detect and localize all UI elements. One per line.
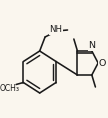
Text: NH: NH xyxy=(49,25,62,34)
Text: OCH₃: OCH₃ xyxy=(0,84,20,93)
Text: O: O xyxy=(99,59,106,67)
Text: N: N xyxy=(88,42,95,51)
